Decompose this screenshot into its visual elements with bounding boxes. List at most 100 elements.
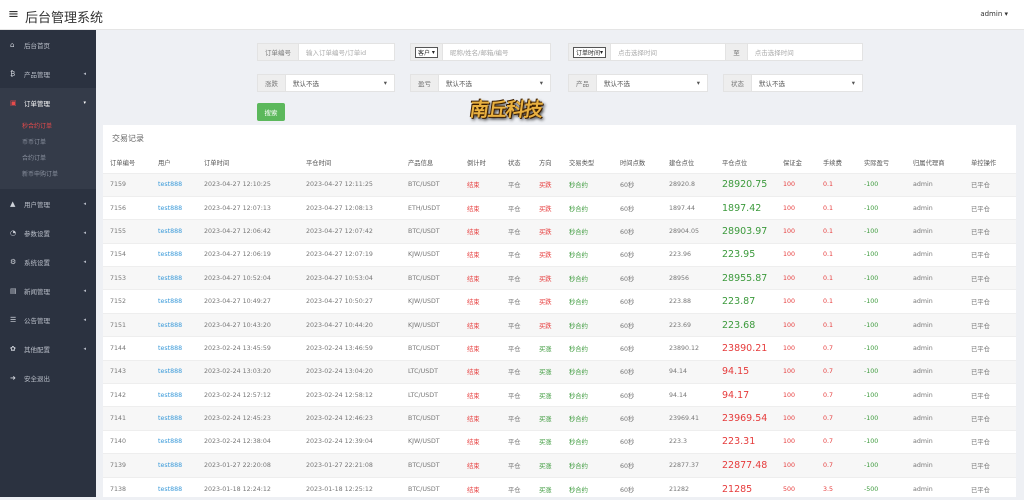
sidebar-subitem-1[interactable]: 币币订单	[22, 138, 47, 146]
time-filter: 订单时间 ▾ 点击选择时间 至 点击选择时间	[568, 43, 863, 61]
table-row: 7141 test888 2023-02-24 12:45:23 2023-02-24…	[103, 406, 1016, 431]
cell-15: admin	[906, 312, 964, 337]
cell-1[interactable]: test888	[151, 453, 197, 478]
cell-6: 平仓	[501, 242, 532, 267]
top-bar: ≡ 后台管理系统 admin ▾	[0, 0, 1024, 30]
cell-0: 7139	[103, 453, 151, 478]
cell-16: 已平仓	[964, 289, 1016, 314]
cell-6: 平仓	[501, 195, 532, 220]
sidebar-item-5[interactable]: ⚙ 系统设置 ◂	[0, 247, 96, 276]
sidebar-item-6[interactable]: ▤ 新闻管理 ◂	[0, 276, 96, 305]
sidebar-item-label: 新闻管理	[24, 287, 50, 296]
sidebar-item-4[interactable]: ◔ 参数设置 ◂	[0, 218, 96, 247]
trade-records-table: 订单编号 用户 订单时间 平仓时间 产品信息 倒计时 状态 方向 交易类型 时间点数 建仓点位 平仓点…	[103, 153, 1016, 500]
sidebar-item-0[interactable]: ⌂ 后台首页	[0, 30, 96, 59]
cell-10: 21282	[662, 476, 715, 500]
cell-1[interactable]: test888	[151, 312, 197, 337]
sidebar-item-7[interactable]: ☰ 公告管理 ◂	[0, 305, 96, 334]
user-menu[interactable]: admin ▾	[980, 10, 1008, 18]
cell-15: admin	[906, 219, 964, 244]
cell-3: 2023-04-27 12:08:13	[299, 195, 401, 220]
product-select[interactable]: 默认不选 ▾	[604, 79, 700, 88]
cell-1[interactable]: test888	[151, 429, 197, 454]
cell-7: 买跌	[532, 172, 562, 197]
order-number-input[interactable]: 输入订单编号/订单id	[306, 49, 367, 57]
cell-1[interactable]: test888	[151, 266, 197, 290]
cell-4: BTC/USDT	[401, 266, 460, 290]
cell-8: 秒合约	[562, 453, 613, 478]
sidebar-subitem-0[interactable]: 秒合约订单	[22, 122, 53, 130]
cell-7: 买涨	[532, 359, 562, 384]
cell-9: 60秒	[613, 383, 662, 407]
cell-8: 秒合约	[562, 406, 613, 431]
cell-11: 1897.42	[715, 195, 776, 220]
customer-input[interactable]: 昵称/姓名/邮箱/编号	[449, 49, 509, 57]
cell-4: KJW/USDT	[401, 429, 460, 454]
chevron-icon: ◂	[83, 287, 86, 294]
end-time-input[interactable]: 点击选择时间	[754, 49, 794, 57]
cell-5: 结束	[460, 359, 501, 384]
cell-1[interactable]: test888	[151, 336, 197, 361]
news-icon: ▤	[10, 286, 17, 295]
cell-16: 已平仓	[964, 429, 1016, 454]
profit-select[interactable]: 默认不选 ▾	[293, 79, 387, 88]
cell-0: 7142	[103, 383, 151, 407]
cell-7: 买跌	[532, 195, 562, 220]
cell-8: 秒合约	[562, 383, 613, 407]
column-header: 交易类型	[569, 160, 595, 168]
win-select[interactable]: 默认不选 ▾	[446, 79, 543, 88]
cell-6: 平仓	[501, 429, 532, 454]
time-type-select[interactable]: 订单时间 ▾	[573, 46, 607, 58]
sidebar-item-1[interactable]: ₿ 产品管理 ◂	[0, 59, 96, 88]
cell-13: 0.7	[816, 336, 857, 361]
cell-7: 买涨	[532, 429, 562, 454]
cell-6: 平仓	[501, 219, 532, 244]
cell-14: -100	[857, 172, 906, 197]
cell-15: admin	[906, 289, 964, 314]
cell-1[interactable]: test888	[151, 242, 197, 267]
cell-5: 结束	[460, 336, 501, 361]
cell-1[interactable]: test888	[151, 406, 197, 431]
search-button[interactable]: 搜索	[257, 103, 285, 121]
cell-14: -100	[857, 195, 906, 220]
sidebar-item-8[interactable]: ✿ 其他配置 ◂	[0, 334, 96, 363]
cell-7: 买跌	[532, 289, 562, 314]
cell-2: 2023-04-27 12:06:19	[197, 242, 299, 267]
cell-1[interactable]: test888	[151, 289, 197, 314]
cell-15: admin	[906, 406, 964, 431]
cell-16: 已平仓	[964, 336, 1016, 361]
cell-3: 2023-04-27 12:07:42	[299, 219, 401, 244]
cell-11: 223.31	[715, 429, 776, 454]
cell-9: 60秒	[613, 359, 662, 384]
cell-1[interactable]: test888	[151, 476, 197, 500]
sidebar-item-9[interactable]: ➜ 安全退出	[0, 363, 96, 392]
cell-11: 94.15	[715, 359, 776, 384]
cell-1[interactable]: test888	[151, 219, 197, 244]
cell-1[interactable]: test888	[151, 359, 197, 384]
status-select[interactable]: 默认不选 ▾	[759, 79, 855, 88]
cell-13: 0.1	[816, 172, 857, 197]
cell-11: 94.17	[715, 383, 776, 407]
cell-1[interactable]: test888	[151, 383, 197, 407]
cell-1[interactable]: test888	[151, 172, 197, 197]
sidebar-item-2[interactable]: ▣ 订单管理 ▾	[0, 88, 96, 117]
cell-16: 已平仓	[964, 359, 1016, 384]
cell-0: 7154	[103, 242, 151, 267]
chevron-icon: ◂	[83, 345, 86, 352]
app-title: 后台管理系统	[25, 11, 104, 26]
cell-0: 7138	[103, 476, 151, 500]
table-row: 7154 test888 2023-04-27 12:06:19 2023-04-27…	[103, 242, 1016, 267]
customer-type-select[interactable]: 客户 ▾	[415, 46, 438, 58]
cell-1[interactable]: test888	[151, 195, 197, 220]
table-row: 7143 test888 2023-02-24 13:03:20 2023-02-24…	[103, 359, 1016, 384]
sidebar-subitem-2[interactable]: 合约订单	[22, 154, 47, 162]
sidebar-item-3[interactable]: ▲ 用户管理 ◂	[0, 189, 96, 218]
cell-9: 60秒	[613, 429, 662, 454]
hamburger-menu-icon[interactable]: ≡	[8, 7, 19, 22]
chevron-icon: ◂	[83, 70, 86, 77]
sidebar-subitem-3[interactable]: 新币申购订单	[22, 170, 59, 178]
cell-4: ETH/USDT	[401, 195, 460, 220]
start-time-input[interactable]: 点击选择时间	[618, 49, 658, 57]
home-icon: ⌂	[10, 40, 15, 49]
cell-4: KJW/USDT	[401, 312, 460, 337]
